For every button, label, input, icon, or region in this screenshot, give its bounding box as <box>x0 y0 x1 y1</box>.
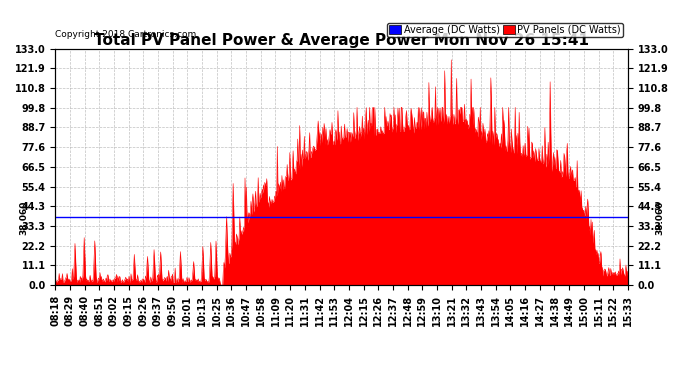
Text: 38.060: 38.060 <box>655 200 664 235</box>
Text: Copyright 2018 Cartronics.com: Copyright 2018 Cartronics.com <box>55 30 197 39</box>
Text: 38.060: 38.060 <box>19 200 28 235</box>
Legend: Average (DC Watts), PV Panels (DC Watts): Average (DC Watts), PV Panels (DC Watts) <box>388 23 623 37</box>
Title: Total PV Panel Power & Average Power Mon Nov 26 15:41: Total PV Panel Power & Average Power Mon… <box>94 33 589 48</box>
